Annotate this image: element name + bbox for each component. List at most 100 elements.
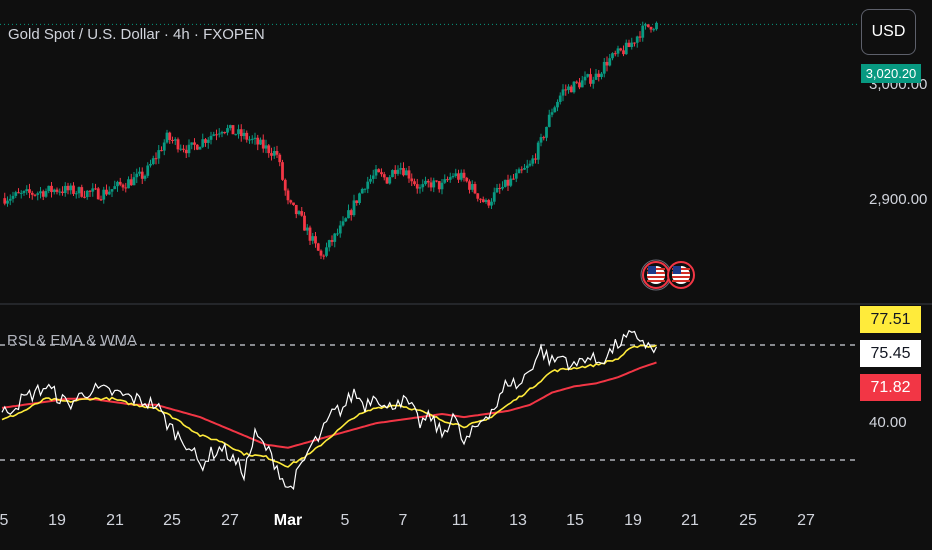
- candle-body: [105, 189, 108, 195]
- candle-body: [132, 177, 136, 186]
- time-axis-label: 19: [624, 512, 642, 529]
- candle-body: [514, 173, 518, 179]
- candle-body: [547, 114, 551, 127]
- candle-body: [600, 73, 603, 78]
- candle-body: [498, 187, 502, 189]
- candle-body: [294, 204, 298, 215]
- candle-body: [366, 181, 370, 189]
- candle-body: [278, 154, 282, 163]
- candle-body: [248, 139, 251, 141]
- candle-body: [490, 201, 493, 206]
- candle-body: [201, 139, 205, 147]
- candle-body: [534, 158, 537, 160]
- candle-body: [385, 177, 389, 184]
- candle-body: [303, 215, 306, 231]
- candle-body: [28, 189, 31, 193]
- time-axis-label: 21: [681, 512, 699, 529]
- candle-body: [649, 26, 653, 30]
- candle-body: [393, 170, 397, 174]
- time-axis-label: 7: [398, 512, 408, 529]
- candle-body: [558, 95, 562, 102]
- event-marker-2[interactable]: [667, 261, 695, 289]
- candle-body: [33, 194, 37, 196]
- candle-body: [52, 189, 56, 193]
- rsi-level-label: 40.00: [869, 414, 907, 431]
- candle-body: [360, 189, 364, 194]
- candle-body: [66, 185, 70, 191]
- candle-body: [283, 179, 287, 191]
- us-flag-event-icon: [647, 266, 665, 284]
- candle-body: [399, 168, 403, 170]
- chart-title: Gold Spot / U.S. Dollar · 4h · FXOPEN: [8, 26, 265, 43]
- last-price-tag: 3,020.20: [861, 64, 921, 83]
- candle-body: [627, 42, 631, 48]
- candle-body: [129, 179, 133, 186]
- candle-body: [160, 150, 163, 152]
- ema-line: [1, 344, 657, 468]
- time-axis-label: 25: [739, 512, 757, 529]
- currency-button[interactable]: USD: [861, 9, 916, 55]
- candle-body: [473, 184, 477, 194]
- candle-body: [523, 167, 526, 170]
- candle-body: [440, 182, 444, 190]
- candle-body: [215, 134, 218, 136]
- candle-body: [3, 198, 7, 204]
- candle-body: [36, 193, 40, 195]
- candle-body: [415, 184, 419, 189]
- candle-body: [44, 191, 48, 197]
- candle-body: [264, 145, 268, 149]
- candle-body: [454, 173, 458, 177]
- candle-body: [481, 199, 485, 203]
- candle-body: [116, 181, 119, 187]
- candle-body: [72, 185, 75, 194]
- candle-body: [22, 191, 26, 193]
- candle-body: [501, 186, 504, 189]
- candle-body: [407, 170, 411, 179]
- candle-body: [146, 165, 150, 176]
- wma-line: [1, 361, 657, 449]
- candle-body: [377, 169, 381, 173]
- candle-body: [77, 187, 81, 194]
- candle-body: [316, 243, 320, 251]
- candle-body: [322, 255, 326, 257]
- price-axis-label: 2,900.00: [869, 191, 928, 208]
- candle-body: [234, 134, 238, 136]
- event-marker-1[interactable]: [640, 259, 672, 291]
- candle-body: [553, 107, 557, 113]
- candle-body: [55, 189, 59, 192]
- candle-body: [635, 36, 639, 43]
- candle-body: [363, 188, 367, 190]
- indicator-title[interactable]: RSI & EMA & WMA: [7, 332, 138, 349]
- time-axis-label: 21: [106, 512, 124, 529]
- candle-body: [616, 48, 620, 54]
- candle-body: [305, 227, 309, 231]
- candle-body: [314, 236, 317, 244]
- candle-body: [613, 53, 617, 55]
- candle-body: [525, 165, 529, 168]
- candle-body: [107, 191, 111, 195]
- candle-body: [487, 200, 491, 206]
- candle-body: [330, 240, 334, 242]
- candle-body: [319, 250, 323, 256]
- candle-body: [50, 185, 53, 193]
- candle-body: [237, 129, 240, 135]
- candle-body: [85, 190, 89, 198]
- candle-body: [281, 162, 284, 180]
- candle-body: [47, 185, 51, 192]
- candle-body: [536, 142, 540, 160]
- candle-body: [182, 148, 185, 150]
- time-axis-label: 15: [566, 512, 584, 529]
- candle-body: [171, 139, 174, 141]
- time-axis-label: 27: [221, 512, 239, 529]
- candle-body: [292, 202, 295, 205]
- candle-body: [135, 173, 139, 178]
- candle-body: [6, 200, 9, 204]
- candle-body: [435, 180, 438, 182]
- candle-body: [633, 42, 636, 44]
- candle-body: [198, 146, 202, 150]
- candle-body: [470, 184, 474, 190]
- time-axis-label: 19: [48, 512, 66, 529]
- candle-body: [206, 139, 210, 143]
- wma-value-badge: 71.82: [860, 374, 921, 401]
